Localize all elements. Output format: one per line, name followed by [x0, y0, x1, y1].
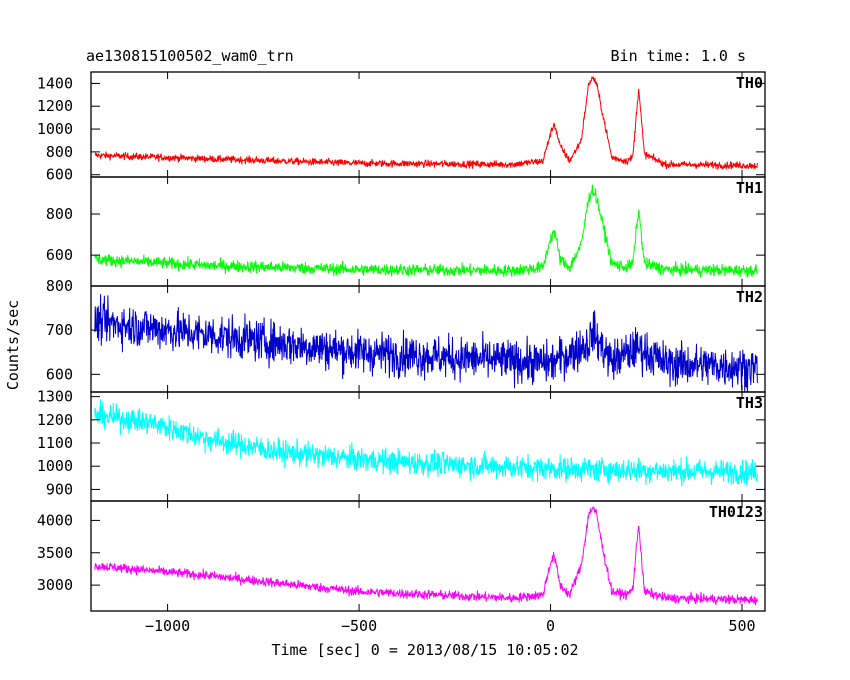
y-tick-label: 1200	[37, 411, 73, 429]
series-line-th3	[94, 399, 758, 487]
y-axis-label: Counts/sec	[4, 300, 22, 390]
panel-label-th3: TH3	[736, 394, 763, 412]
y-tick-label: 600	[46, 246, 73, 264]
series-line-th2	[94, 294, 758, 392]
panels-group: 600 800 1000 1200 1400 TH0 600 800 TH1 600 700 800 T…	[37, 71, 766, 612]
panel-th0123: 3000 3500 4000 TH0123	[37, 500, 766, 612]
panel-th0: 600 800 1000 1200 1400 TH0	[37, 71, 766, 184]
x-tick-label: 0	[546, 617, 555, 635]
series-line-th1	[94, 184, 758, 279]
panel-th3: 900 1000 1100 1200 1300 TH3	[37, 388, 766, 502]
panel-frame-th0123	[90, 500, 766, 612]
y-tick-label: 1000	[37, 457, 73, 475]
panel-frame-th3	[90, 391, 766, 502]
chart-title: ae130815100502_wam0_trn	[86, 47, 294, 65]
y-tick-label: 1000	[37, 120, 73, 138]
panel-th2: 600 700 800 TH2	[46, 277, 766, 393]
panel-label-th0123: TH0123	[709, 503, 763, 521]
x-axis-label: Time [sec] 0 = 2013/08/15 10:05:02	[271, 641, 578, 659]
series-line-th0123	[94, 505, 758, 606]
bin-time-label: Bin time: 1.0 s	[611, 47, 746, 65]
x-tick-label: −1000	[145, 617, 190, 635]
x-tick-label: 500	[728, 617, 755, 635]
y-tick-label: 800	[46, 277, 73, 295]
panel-label-th0: TH0	[736, 74, 763, 92]
y-tick-label: 1400	[37, 74, 73, 92]
y-tick-label: 800	[46, 143, 73, 161]
y-tick-label: 600	[46, 365, 73, 383]
y-tick-label: 3000	[37, 576, 73, 594]
series-line-th0	[94, 76, 758, 171]
x-tick-label: −500	[341, 617, 377, 635]
y-tick-label: 700	[46, 321, 73, 339]
x-axis: −1000 −500 0 500	[145, 617, 756, 635]
panel-label-th1: TH1	[736, 179, 763, 197]
y-tick-label: 3500	[37, 544, 73, 562]
y-tick-label: 4000	[37, 511, 73, 529]
y-tick-label: 900	[46, 480, 73, 498]
y-tick-label: 1300	[37, 388, 73, 406]
panel-label-th2: TH2	[736, 288, 763, 306]
y-tick-label: 1100	[37, 434, 73, 452]
y-tick-label: 600	[46, 166, 73, 184]
panel-th1: 600 800 TH1	[46, 176, 766, 287]
y-tick-label: 1200	[37, 97, 73, 115]
y-tick-label: 800	[46, 205, 73, 223]
